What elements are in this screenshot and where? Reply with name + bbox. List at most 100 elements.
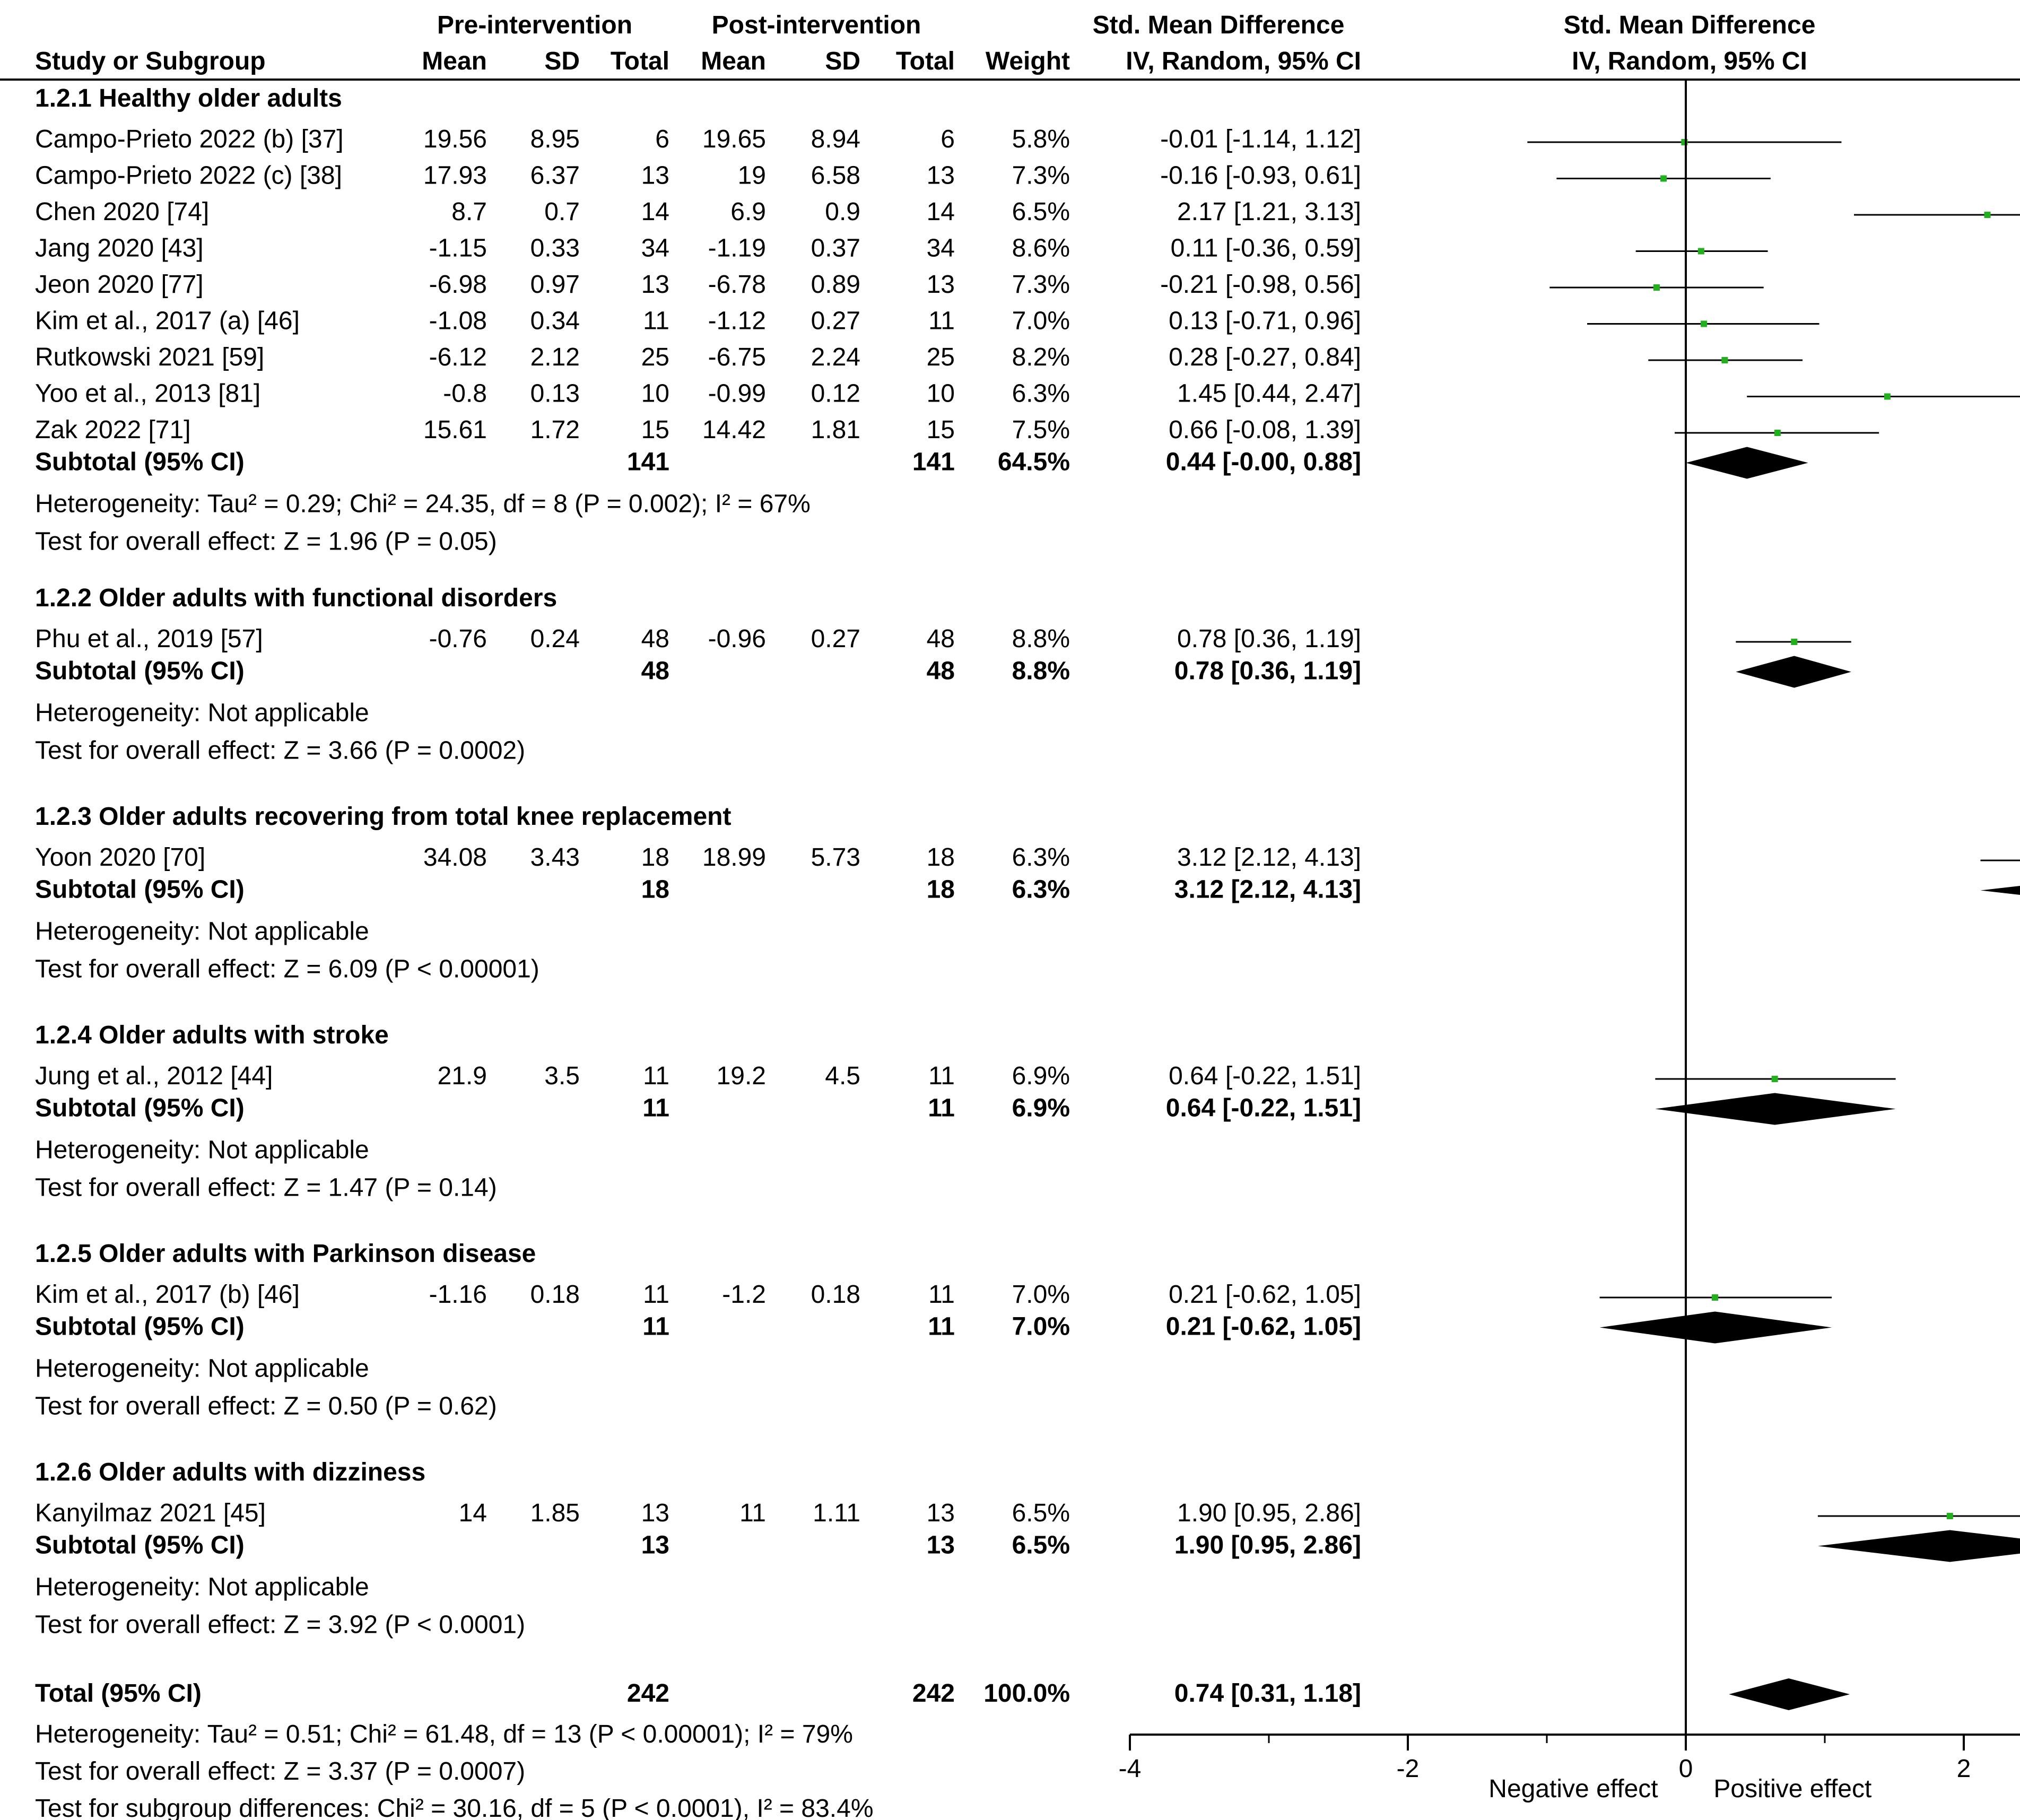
subtotal-diamond <box>1686 447 1808 479</box>
pre-total: 15 <box>641 416 669 444</box>
post-total: 10 <box>927 380 955 408</box>
post-sd: 6.58 <box>811 162 860 190</box>
post-sd: 4.5 <box>825 1062 860 1090</box>
post-mean: -6.78 <box>708 271 766 299</box>
post-sd: 1.11 <box>813 1499 860 1527</box>
point-estimate <box>1791 639 1798 645</box>
subtotal-pre-total: 13 <box>641 1531 669 1560</box>
total-post-total: 242 <box>912 1679 955 1708</box>
total-pre-total: 242 <box>627 1679 669 1708</box>
pre-sd: 3.43 <box>530 843 580 872</box>
subtotal-weight: 6.3% <box>1012 876 1070 904</box>
pre-total: 34 <box>641 234 669 263</box>
x-tick-label: 2 <box>1957 1755 1971 1783</box>
pre-mean: -1.08 <box>429 307 487 335</box>
pre-mean: 34.08 <box>423 843 487 872</box>
axis-label-negative-effect: Negative effect <box>1488 1775 1658 1803</box>
study-name: Kim et al., 2017 (b) [46] <box>35 1281 300 1309</box>
heterogeneity-text: Heterogeneity: Not applicable <box>35 1355 369 1383</box>
pre-total: 11 <box>643 1062 669 1090</box>
post-mean: 19 <box>738 162 766 190</box>
pre-mean: 17.93 <box>423 162 487 190</box>
pre-total: 13 <box>641 1499 669 1527</box>
pre-total: 18 <box>641 843 669 872</box>
post-total: 18 <box>927 843 955 872</box>
post-sd: 0.12 <box>811 380 860 408</box>
point-estimate <box>1712 1294 1719 1301</box>
subtotal-diamond <box>1655 1093 1896 1125</box>
subtotal-label: Subtotal (95% CI) <box>35 1313 245 1341</box>
post-total: 34 <box>927 234 955 263</box>
post-total: 11 <box>928 1281 955 1309</box>
pre-sd: 6.37 <box>530 162 580 190</box>
pre-mean: 21.9 <box>438 1062 487 1090</box>
subtotal-weight: 8.8% <box>1012 657 1070 685</box>
point-estimate <box>1701 320 1708 327</box>
x-tick-label: -2 <box>1397 1755 1420 1783</box>
x-tick-label: -4 <box>1119 1755 1142 1783</box>
pre-sd: 3.5 <box>544 1062 580 1090</box>
post-sd: 0.9 <box>825 198 860 226</box>
subtotal-diamond <box>1599 1311 1832 1344</box>
post-sd: 0.18 <box>811 1281 860 1309</box>
post-total: 13 <box>927 162 955 190</box>
total-diamond <box>1729 1678 1850 1710</box>
weight: 7.3% <box>1012 271 1070 299</box>
subtotal-effect-ci: 1.90 [0.95, 2.86] <box>1174 1531 1361 1560</box>
subgroup-title: 1.2.3 Older adults recovering from total… <box>35 803 731 831</box>
pre-total: 48 <box>641 625 669 653</box>
weight: 6.3% <box>1012 380 1070 408</box>
pre-total: 13 <box>641 271 669 299</box>
pre-mean: 15.61 <box>423 416 487 444</box>
pre-sd: 0.7 <box>544 198 580 226</box>
header-weight: Weight <box>986 47 1070 75</box>
subtotal-label: Subtotal (95% CI) <box>35 657 245 685</box>
post-mean: 14.42 <box>702 416 766 444</box>
effect-ci: 1.90 [0.95, 2.86] <box>1177 1499 1361 1527</box>
effect-ci: 1.45 [0.44, 2.47] <box>1177 380 1361 408</box>
subgroup-title: 1.2.6 Older adults with dizziness <box>35 1458 425 1486</box>
study-name: Kanyilmaz 2021 [45] <box>35 1499 266 1527</box>
subtotal-weight: 6.9% <box>1012 1094 1070 1122</box>
header-pre-mean: Mean <box>422 47 487 75</box>
pre-mean: -6.98 <box>429 271 487 299</box>
effect-ci: -0.21 [-0.98, 0.56] <box>1160 271 1361 299</box>
pre-mean: 14 <box>459 1499 487 1527</box>
subtotal-post-total: 11 <box>928 1094 955 1122</box>
point-estimate <box>1660 175 1667 182</box>
post-mean: -6.75 <box>708 343 766 371</box>
point-estimate <box>1774 430 1781 436</box>
pre-total: 11 <box>643 307 669 335</box>
study-name: Jung et al., 2012 [44] <box>35 1062 273 1090</box>
header-post-mean: Mean <box>701 47 766 75</box>
heterogeneity-text: Heterogeneity: Not applicable <box>35 918 369 946</box>
pre-total: 13 <box>641 162 669 190</box>
pre-sd: 0.97 <box>530 271 580 299</box>
point-estimate <box>1771 1076 1778 1082</box>
study-name: Yoon 2020 [70] <box>35 843 205 872</box>
pre-sd: 0.34 <box>530 307 580 335</box>
header-pre-sd: SD <box>544 47 580 75</box>
pre-mean: -1.16 <box>429 1281 487 1309</box>
pre-sd: 1.85 <box>530 1499 580 1527</box>
post-sd: 0.37 <box>811 234 860 263</box>
weight: 7.0% <box>1012 1281 1070 1309</box>
pre-total: 6 <box>655 125 669 153</box>
post-total: 48 <box>927 625 955 653</box>
heterogeneity-text: Heterogeneity: Not applicable <box>35 699 369 727</box>
point-estimate <box>1721 357 1728 363</box>
effect-ci: 0.64 [-0.22, 1.51] <box>1169 1062 1361 1090</box>
subtotal-pre-total: 18 <box>641 876 669 904</box>
heterogeneity-text: Heterogeneity: Tau² = 0.29; Chi² = 24.35… <box>35 490 811 518</box>
point-estimate <box>1984 212 1991 218</box>
pre-mean: -0.8 <box>443 380 487 408</box>
subtotal-label: Subtotal (95% CI) <box>35 1531 245 1560</box>
header-std-mean-difference: Std. Mean Difference <box>1093 11 1345 39</box>
subtotal-effect-ci: 0.78 [0.36, 1.19] <box>1174 657 1361 685</box>
x-tick-label: 0 <box>1679 1755 1693 1783</box>
post-mean: -1.2 <box>722 1281 766 1309</box>
point-estimate <box>1653 284 1660 291</box>
post-mean: 18.99 <box>702 843 766 872</box>
total-overall-effect-text: Test for overall effect: Z = 3.37 (P = 0… <box>35 1757 525 1786</box>
